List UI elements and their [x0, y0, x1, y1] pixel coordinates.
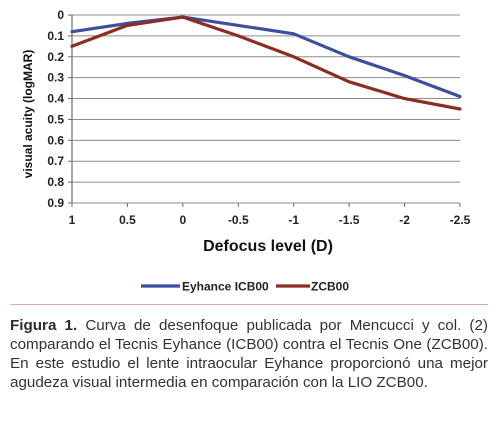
- series-lines: [70, 15, 462, 111]
- y-tick-label: 0.5: [47, 112, 64, 126]
- legend-item-eyhance-icb00-label: Eyhance ICB00: [182, 280, 269, 294]
- y-tick-label: 0.6: [47, 133, 64, 147]
- x-tick-label: -2.5: [450, 213, 471, 227]
- y-tick-label: 0.2: [47, 50, 64, 64]
- caption-divider: [10, 304, 488, 305]
- x-tick-label: -0.5: [228, 213, 249, 227]
- series-line-eyhance-icb00: [70, 15, 462, 99]
- figure-caption: Figura 1. Curva de desenfoque publicada …: [10, 316, 488, 392]
- x-tick-label: -1.5: [339, 213, 360, 227]
- y-tick-label: 0: [57, 8, 64, 22]
- x-tick-label: 1: [69, 213, 76, 227]
- axes: 0 0.1 0.2 0.3 0.4 0.5 0.6 0.7 0.8 0.9 1 0.5 0 -0.5 -1 -…: [21, 8, 471, 255]
- legend: Eyhance ICB00 ZCB00: [141, 280, 349, 294]
- y-tick-label: 0.3: [47, 71, 64, 85]
- y-axis-title: visual acuity (logMAR): [21, 50, 35, 179]
- y-tick-label: 0.9: [47, 196, 64, 210]
- y-tick-label: 0.8: [47, 175, 64, 189]
- x-tick-label: 0.5: [119, 213, 136, 227]
- grid-lines: [72, 14, 460, 204]
- x-tick-label: -2: [399, 213, 410, 227]
- x-axis-title: Defocus level (D): [203, 238, 333, 255]
- defocus-curve-chart: 0 0.1 0.2 0.3 0.4 0.5 0.6 0.7 0.8 0.9 1 0.5 0 -0.5 -1 -…: [21, 8, 471, 294]
- y-tick-label: 0.4: [47, 92, 64, 106]
- y-tick-label: 0.1: [47, 29, 64, 43]
- y-tick-label: 0.7: [47, 154, 64, 168]
- caption-label: Figura 1.: [10, 317, 78, 334]
- x-tick-label: 0: [180, 213, 187, 227]
- series-line-zcb00: [70, 15, 462, 111]
- legend-item-zcb00-label: ZCB00: [311, 280, 349, 294]
- caption-text: Curva de desenfoque publicada por Mencuc…: [10, 317, 488, 391]
- x-tick-label: -1: [288, 213, 299, 227]
